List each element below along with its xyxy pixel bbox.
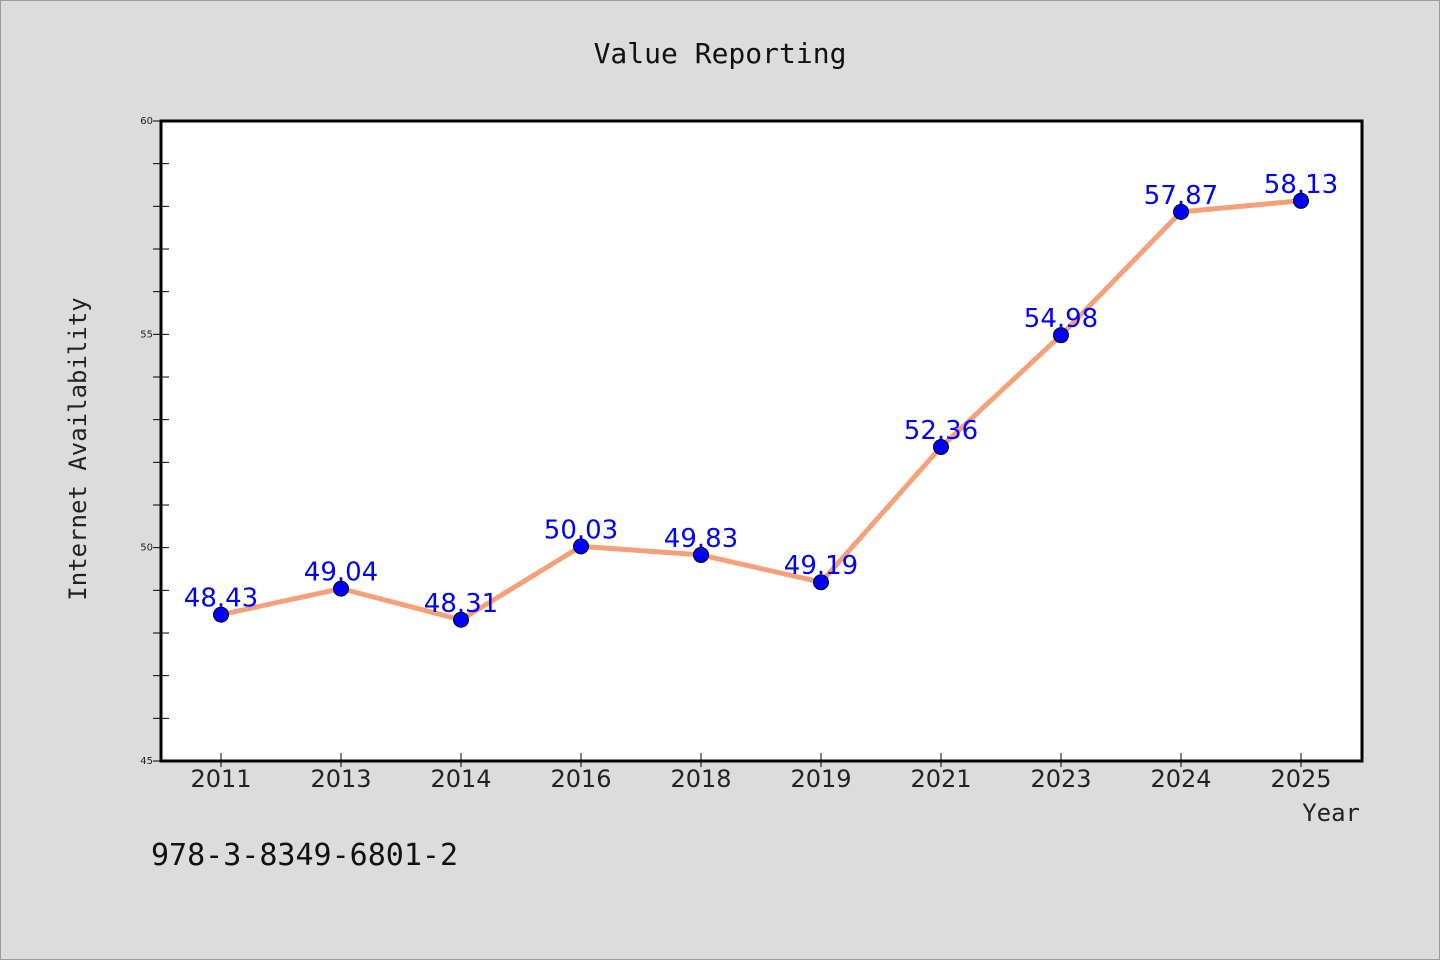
x-tick-label: 2016 [550, 765, 611, 793]
data-point [1173, 203, 1189, 220]
data-point [1053, 327, 1069, 344]
y-tick-label: 45 [140, 756, 153, 767]
x-axis-label: Year [1302, 799, 1360, 827]
series-layer: 48.43 49.04 48.31 50.03 49.83 49.19 52.36 54.98… [184, 170, 1338, 628]
series-line [220, 198, 1302, 623]
data-point [453, 611, 469, 628]
x-tick-label: 2019 [790, 765, 851, 793]
y-axis: 45 50 55 60 [140, 116, 169, 767]
x-tick-label: 2011 [190, 765, 251, 793]
x-tick-label: 2024 [1150, 765, 1211, 793]
data-label: 48.31 [424, 589, 498, 619]
plot-area [159, 119, 1364, 763]
data-label: 58.13 [1264, 170, 1338, 200]
data-point [573, 538, 589, 555]
chart-title: Value Reporting [594, 37, 847, 70]
data-label: 50.03 [544, 515, 618, 545]
x-tick-label: 2025 [1270, 765, 1331, 793]
y-tick-label: 55 [140, 329, 153, 340]
x-tick-label: 2014 [430, 765, 491, 793]
x-axis: 2011 2013 2014 2016 2018 2019 2021 2023 2024 2025 [190, 753, 1332, 793]
data-label: 57.87 [1144, 181, 1218, 211]
x-tick-label: 2021 [910, 765, 971, 793]
x-tick-label: 2013 [310, 765, 371, 793]
y-tick-label: 60 [140, 116, 153, 127]
data-point [693, 546, 709, 563]
data-point [933, 438, 949, 455]
data-label: 48.43 [184, 584, 258, 614]
x-tick-label: 2018 [670, 765, 731, 793]
y-tick-label: 50 [140, 543, 153, 554]
data-point [813, 574, 829, 591]
data-label: 49.19 [784, 551, 858, 581]
data-label: 49.83 [664, 524, 738, 554]
data-label: 49.04 [304, 558, 378, 588]
data-point [213, 606, 229, 623]
y-axis-label: Internet Availability [64, 297, 92, 600]
footnote-isbn: 978-3-8349-6801-2 [151, 838, 458, 873]
data-point [333, 580, 349, 597]
data-label: 54.98 [1024, 304, 1098, 334]
x-tick-label: 2023 [1030, 765, 1091, 793]
data-point [1293, 192, 1309, 209]
data-label: 52.36 [904, 416, 978, 446]
